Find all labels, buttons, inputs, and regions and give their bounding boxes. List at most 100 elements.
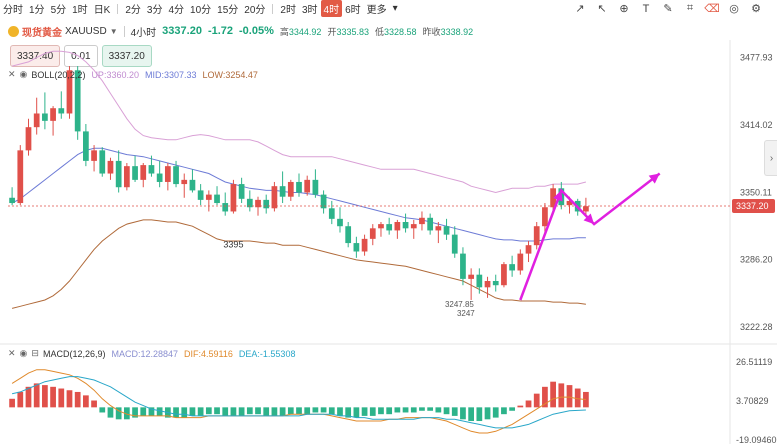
macd-bar xyxy=(181,407,188,418)
eye-icon[interactable]: ◉ xyxy=(19,348,28,358)
macd-bar xyxy=(25,386,32,408)
interval-label[interactable]: 4小时 xyxy=(130,27,157,39)
candle-body xyxy=(394,222,401,231)
macd-bar xyxy=(9,398,15,408)
sell-button[interactable]: 3337.40 xyxy=(10,45,61,67)
macd-bar xyxy=(58,388,65,408)
price-tick-label: 3477.93 xyxy=(740,53,773,63)
timeframe-6[interactable]: 3分 xyxy=(146,5,163,16)
macd-bar xyxy=(345,407,352,418)
ray-icon[interactable]: ↖ xyxy=(597,3,607,15)
macd-bar xyxy=(361,407,368,416)
price-tick-label: 3286.20 xyxy=(740,255,773,265)
candle-body xyxy=(74,70,81,132)
macd-bar xyxy=(402,407,409,413)
divider xyxy=(123,25,125,37)
divider xyxy=(117,3,119,14)
chevron-down-icon[interactable]: ▾ xyxy=(392,3,398,14)
eye-icon[interactable]: ◉ xyxy=(19,69,28,79)
trend-line-icon[interactable]: ↗ xyxy=(575,3,585,15)
timeframe-8[interactable]: 10分 xyxy=(190,5,212,16)
close-icon[interactable]: ✕ xyxy=(8,348,16,358)
macd-bar xyxy=(427,407,434,411)
price-change-pct: -0.05% xyxy=(239,25,274,37)
timeframe-4[interactable]: 日K xyxy=(93,5,111,16)
timeframe-10[interactable]: 20分 xyxy=(244,5,266,16)
macd-bar xyxy=(271,407,278,416)
macd-legend: ✕ ◉ ⊟ MACD(12,26,9) MACD:12.28847 DIF:4.… xyxy=(8,348,301,359)
collapse-icon[interactable]: ⊟ xyxy=(31,348,39,358)
draw-icon[interactable]: ✎ xyxy=(663,3,673,15)
candle-body xyxy=(222,203,229,212)
timeframe-13[interactable]: 4时 xyxy=(320,0,343,17)
candle-body xyxy=(181,179,188,185)
candle-body xyxy=(345,226,352,244)
candle-body xyxy=(451,234,458,254)
candle-body xyxy=(328,208,335,219)
candle-body xyxy=(107,160,114,174)
candle-body xyxy=(25,127,32,151)
boll-label[interactable]: BOLL(20,2,2) xyxy=(31,69,86,80)
quantity-input[interactable]: 0.01 xyxy=(64,45,98,67)
current-price-label: 3337.20 xyxy=(736,201,769,211)
macd-bar xyxy=(451,407,458,416)
long-position-icon[interactable]: ⊕ xyxy=(619,3,629,15)
macd-bar xyxy=(255,407,261,415)
timeframe-11[interactable]: 2时 xyxy=(280,5,296,16)
timeframe-14[interactable]: 6时 xyxy=(345,5,361,16)
text-icon[interactable]: T xyxy=(642,2,650,15)
timeframe-9[interactable]: 15分 xyxy=(217,5,239,16)
macd-bar xyxy=(443,407,450,415)
candle-body xyxy=(246,198,253,208)
symbol-name[interactable]: 现货黄金 xyxy=(22,27,62,39)
candle-body xyxy=(156,173,163,182)
timeframe-2[interactable]: 5分 xyxy=(50,5,67,16)
macd-bar xyxy=(287,407,294,415)
candle-body xyxy=(492,281,499,286)
candle-body xyxy=(353,243,360,252)
macd-bar xyxy=(419,407,425,411)
timeframe-7[interactable]: 4分 xyxy=(168,5,185,16)
chevron-down-icon[interactable]: ▼ xyxy=(109,26,118,36)
clear-icon[interactable]: ⌫ xyxy=(704,3,720,15)
candle-body xyxy=(83,131,89,161)
timeframe-5[interactable]: 2分 xyxy=(125,5,141,16)
boll-legend: ✕ ◉ BOLL(20,2,2) UP:3360.20 MID:3307.33 … xyxy=(8,69,264,80)
timeframe-3[interactable]: 1时 xyxy=(72,5,88,16)
macd-bar xyxy=(173,407,179,418)
macd-bar xyxy=(550,381,556,408)
candle-body xyxy=(263,199,270,209)
macd-bar xyxy=(42,385,48,408)
timeframe-0[interactable]: 分时 xyxy=(3,5,23,16)
dea-line xyxy=(11,376,586,429)
macd-bar xyxy=(189,407,196,416)
buy-button[interactable]: 3337.20 xyxy=(101,45,152,67)
candle-body xyxy=(205,194,212,200)
macd-bar xyxy=(246,407,253,415)
candle-body xyxy=(115,160,122,188)
last-price: 3337.20 xyxy=(162,25,202,37)
macd-bar xyxy=(320,407,327,413)
measure-icon[interactable]: ⌗ xyxy=(686,2,694,14)
macd-bar xyxy=(533,393,540,408)
candle-body xyxy=(140,165,147,180)
expand-panel-button[interactable]: › xyxy=(764,140,777,176)
candle-body xyxy=(583,206,589,212)
candle-body xyxy=(99,150,106,174)
low-label: 3247.85 xyxy=(445,300,474,309)
macd-bar xyxy=(279,407,286,416)
symbol-code[interactable]: XAUUSD xyxy=(65,25,107,37)
macd-label[interactable]: MACD(12,26,9) xyxy=(42,348,106,359)
close-icon[interactable]: ✕ xyxy=(8,69,16,79)
timeframe-1[interactable]: 1分 xyxy=(29,5,45,16)
timeframe-15[interactable]: 更多 xyxy=(366,5,387,16)
candle-body xyxy=(484,281,491,288)
candle-body xyxy=(287,181,294,197)
quick-order: 3337.40 0.01 3337.20 xyxy=(10,45,152,67)
candle-body xyxy=(304,179,311,193)
hide-icon[interactable]: ◎ xyxy=(729,3,739,15)
candle-body xyxy=(312,179,319,195)
timeframe-12[interactable]: 3时 xyxy=(301,5,318,16)
settings-icon[interactable]: ⚙ xyxy=(751,3,761,15)
